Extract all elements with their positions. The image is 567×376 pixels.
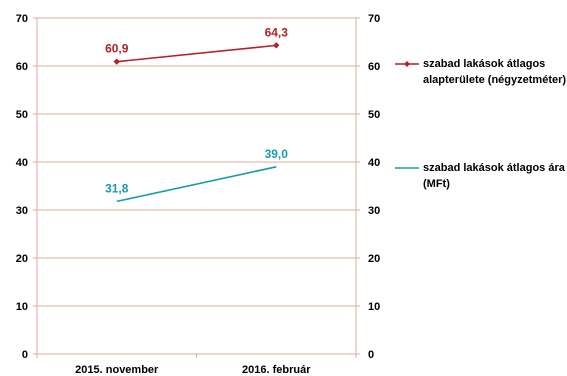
y-tick-right-60: 60: [368, 61, 380, 73]
y-tick-right-10: 10: [368, 301, 380, 313]
legend-entry-area-2: szabad lakások átlagos ára (MFt): [395, 160, 567, 192]
data-label-1-1: 64,3: [265, 25, 289, 39]
gridlines: [37, 17, 356, 307]
legend-swatch-1: [395, 61, 419, 67]
y-tick-left-60: 60: [16, 61, 28, 73]
y-tick-left-70: 70: [16, 13, 28, 25]
data-label-2-0: 31,8: [105, 181, 129, 195]
x-tick-label-1: 2016. február: [242, 364, 311, 376]
legend-entry-area: szabad lakások átlagos alapterülete (nég…: [395, 56, 567, 88]
data-point-1-1: [273, 42, 280, 49]
y-tick-right-30: 30: [368, 205, 380, 217]
series-line-1: [116, 44, 277, 63]
y-tick-left-20: 20: [16, 253, 28, 265]
legend-label-1: szabad lakások átlagos alapterülete (nég…: [423, 58, 567, 86]
legend-entry-2: szabad lakások átlagos ára (MFt): [395, 160, 567, 192]
legend-label-2: szabad lakások átlagos ára (MFt): [423, 162, 565, 190]
x-tick-label-0: 2015. november: [75, 364, 159, 376]
y-tick-left-0: 0: [22, 349, 28, 361]
legend-entry-1: szabad lakások átlagos alapterülete (nég…: [395, 56, 567, 88]
y-tick-left-50: 50: [16, 109, 28, 121]
y-tick-right-0: 0: [368, 349, 374, 361]
axes: [33, 17, 360, 358]
legend-swatch-2: [395, 167, 419, 169]
y-tick-right-40: 40: [368, 157, 380, 169]
y-tick-right-50: 50: [368, 109, 380, 121]
y-tick-right-70: 70: [368, 13, 380, 25]
data-label-2-1: 39,0: [265, 147, 289, 161]
y-tick-left-10: 10: [16, 301, 28, 313]
series-layer: 60,9 64,3 31,8 39,0: [105, 25, 289, 203]
tick-labels: 0 0 10 10 20 20 30 30 40 40 50 50 60 60 70 70 2015. nove…: [16, 13, 381, 376]
y-tick-left-30: 30: [16, 205, 28, 217]
data-point-1-0: [113, 58, 120, 65]
y-tick-right-20: 20: [368, 253, 380, 265]
y-tick-left-40: 40: [16, 157, 28, 169]
series-line-2: [116, 166, 277, 203]
data-label-1-0: 60,9: [105, 42, 129, 56]
